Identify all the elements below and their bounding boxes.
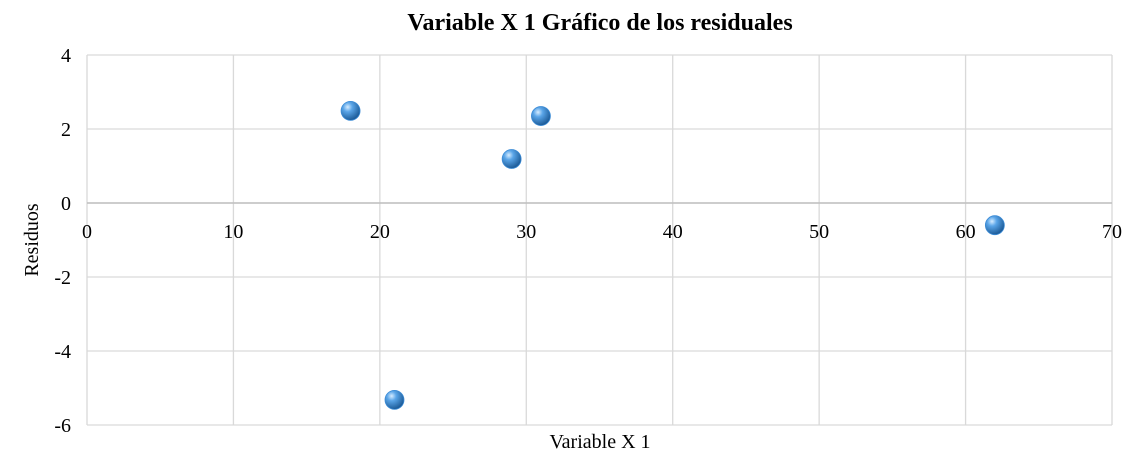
y-tick-label: 2 bbox=[61, 119, 71, 141]
y-tick-label: -2 bbox=[54, 267, 71, 289]
x-tick-label: 50 bbox=[809, 221, 829, 243]
point bbox=[984, 215, 1005, 236]
point bbox=[340, 100, 361, 121]
x-tick-label: 60 bbox=[956, 221, 976, 243]
y-tick-label: 0 bbox=[61, 193, 71, 215]
x-tick-label: 40 bbox=[663, 221, 683, 243]
x-tick-label: 0 bbox=[82, 221, 92, 243]
x-tick-label: 30 bbox=[516, 221, 536, 243]
point bbox=[531, 106, 551, 126]
y-tick-label: -4 bbox=[54, 341, 71, 363]
point bbox=[501, 149, 522, 169]
x-tick-label: 10 bbox=[223, 221, 243, 243]
x-tick-label: 20 bbox=[370, 221, 390, 243]
x-tick-label: 70 bbox=[1102, 221, 1122, 243]
y-tick-label: -6 bbox=[54, 415, 71, 437]
y-tick-label: 4 bbox=[61, 45, 71, 67]
x-axis-label: Variable X 1 bbox=[549, 431, 650, 453]
y-axis-label: Residuos bbox=[21, 203, 43, 277]
chart-title: Variable X 1 Gráfico de los residuales bbox=[407, 10, 792, 36]
point bbox=[384, 389, 405, 410]
